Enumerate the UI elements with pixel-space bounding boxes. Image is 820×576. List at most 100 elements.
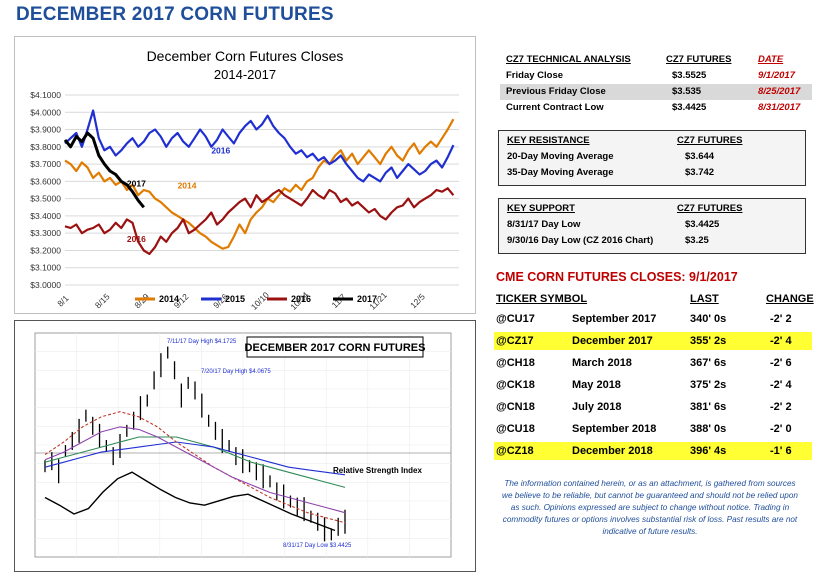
cme-month: December 2017 [572,335,653,347]
cme-ticker: @CU17 [496,313,535,325]
series-line-2015 [64,109,455,183]
table-row: Friday Close $3.5525 9/1/2017 [506,68,806,84]
series-line-2017 [63,131,145,209]
cme-last: 367' 6s [690,357,727,369]
header-cell: KEY SUPPORT [507,203,575,214]
series-label: 2014 [178,180,197,190]
series-label: 2016 [211,146,230,156]
cme-row: @CZ18 December 2018 396' 4s -1' 6 [494,442,812,460]
cme-last: 355' 2s [690,335,727,347]
cme-header-row: TICKER SYMBOL LAST CHANGE [494,290,814,308]
cme-row: @CK18 May 2018 375' 2s -2' 4 [494,376,812,394]
x-tick-label: 8/15 [93,291,112,310]
header-cell: CZ7 FUTURES [677,203,743,214]
moving-average-line [44,436,346,488]
cme-change: -2' 2 [770,313,792,325]
disclaimer: The information contained herein, or as … [502,479,798,536]
cme-change: -2' 2 [770,401,792,413]
moving-average-line [44,411,346,524]
header-cell: CZ7 FUTURES [677,135,743,146]
key-resistance-box: KEY RESISTANCE CZ7 FUTURES 20-Day Moving… [498,130,806,186]
row-value: $3.742 [685,167,715,178]
closes-chart: December Corn Futures Closes 2014-2017 $4.… [30,48,459,312]
row-date: 9/1/2017 [758,70,795,81]
chart-title-box [246,336,424,358]
cme-last: 396' 4s [690,445,727,457]
cme-last: 340' 0s [690,313,727,325]
cme-month: May 2018 [572,379,621,391]
cme-row: @CH18 March 2018 367' 6s -2' 6 [494,354,812,372]
annotation: 8/31/17 Day Low $3.4425 [283,543,352,549]
header-cell: DATE [758,54,784,65]
row-value: $3.535 [672,86,702,97]
cme-row: @CU17 September 2017 340' 0s -2' 2 [494,310,812,328]
legend-label: 2015 [225,294,245,304]
cme-row: @CU18 September 2018 388' 0s -2' 0 [494,420,812,438]
header-cell: CZ7 TECHNICAL ANALYSIS [506,54,631,65]
y-tick-label: $3.4000 [30,211,61,221]
closes-chart-panel: December Corn Futures Closes 2014-2017 $4.… [14,36,476,314]
header-cell: CZ7 FUTURES [666,54,732,65]
y-tick-label: $3.7000 [30,159,61,169]
y-tick-label: $3.8000 [30,142,61,152]
header-cell: CHANGE [766,293,814,305]
cme-ticker: @CH18 [496,357,535,369]
x-tick-label: 10/10 [249,290,271,312]
cme-last: 381' 6s [690,401,727,413]
y-tick-label: $3.2000 [30,245,61,255]
annotation: Relative Strength Index [333,466,422,475]
x-tick-label: 8/1 [55,293,71,309]
cme-last: 388' 0s [690,423,727,435]
chart-title: December Corn Futures Closes [147,48,344,64]
x-tick-label: 11/7 [330,292,349,311]
technical-analysis-table: CZ7 TECHNICAL ANALYSIS CZ7 FUTURES DATE … [500,52,812,122]
row-date: 8/25/2017 [758,86,801,97]
series-label: 2017 [127,179,146,189]
annotation: 7/20/17 Day High $4.0675 [201,369,271,375]
header-cell: TICKER SYMBOL [496,293,588,305]
cme-ticker: @CZ18 [496,445,534,457]
row-label: 9/30/16 Day Low (CZ 2016 Chart) [507,235,654,246]
header-cell: KEY RESISTANCE [507,135,590,146]
row-label: 20-Day Moving Average [507,151,614,162]
row-label: Current Contract Low [506,102,604,113]
cme-ticker: @CZ17 [496,335,534,347]
cme-month: September 2017 [572,313,657,325]
cme-month: September 2018 [572,423,657,435]
legend-label: 2016 [291,294,311,304]
table-row: Previous Friday Close $3.535 8/25/2017 [500,84,812,100]
cme-row: @CN18 July 2018 381' 6s -2' 2 [494,398,812,416]
y-tick-label: $4.0000 [30,107,61,117]
cme-month: March 2018 [572,357,632,369]
x-tick-label: 12/5 [408,291,427,310]
technical-chart: DECEMBER 2017 CORN FUTURES 7/11/17 Day Hi… [34,332,452,558]
header-cell: LAST [690,293,719,305]
y-tick-label: $4.1000 [30,90,61,100]
row-value: $3.4425 [672,102,707,113]
y-tick-label: $3.0000 [30,280,61,290]
cme-month: July 2018 [572,401,622,413]
y-tick-label: $3.1000 [30,263,61,273]
y-tick-label: $3.5000 [30,194,61,204]
cme-month: December 2018 [572,445,653,457]
cme-change: -2' 4 [770,335,792,347]
row-value: $3.25 [685,235,709,246]
chart-title: DECEMBER 2017 CORN FUTURES [245,342,426,354]
row-value: $3.644 [685,151,715,162]
cme-ticker: @CU18 [496,423,535,435]
legend-label: 2017 [357,294,377,304]
y-tick-label: $3.3000 [30,228,61,238]
row-label: 35-Day Moving Average [507,167,614,178]
cme-ticker: @CN18 [496,401,535,413]
cme-change: -1' 6 [770,445,792,457]
cme-change: -2' 0 [770,423,792,435]
row-label: 8/31/17 Day Low [507,219,581,230]
cme-change: -2' 6 [770,357,792,369]
rsi-line [44,471,336,532]
cme-ticker: @CK18 [496,379,535,391]
row-label: Friday Close [506,70,564,81]
table-row: Current Contract Low $3.4425 8/31/2017 [506,100,806,116]
chart-subtitle: 2014-2017 [214,67,276,82]
y-tick-label: $3.9000 [30,125,61,135]
row-value: $3.5525 [672,70,707,81]
